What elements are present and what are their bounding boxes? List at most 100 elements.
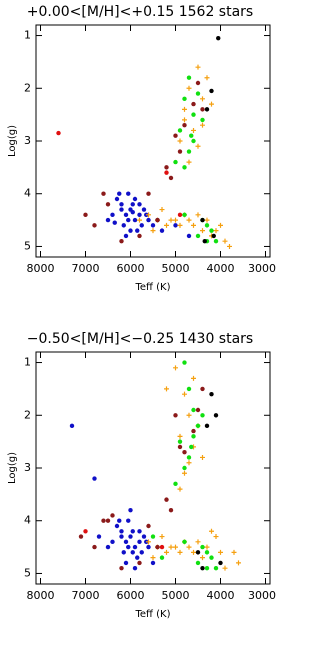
data-point bbox=[177, 549, 183, 555]
data-point bbox=[177, 444, 183, 450]
data-point bbox=[164, 165, 169, 170]
data-point bbox=[139, 550, 144, 555]
x-tick-label: 5000 bbox=[162, 589, 190, 602]
data-point bbox=[159, 228, 165, 233]
y-axis-label: Log(g) bbox=[7, 125, 18, 157]
data-point bbox=[191, 434, 196, 439]
data-point bbox=[200, 122, 205, 128]
data-point bbox=[110, 539, 115, 545]
data-point bbox=[146, 539, 151, 545]
y-axis-label: Log(g) bbox=[7, 452, 18, 484]
data-point bbox=[132, 196, 138, 202]
data-point bbox=[222, 238, 228, 244]
data-point bbox=[137, 233, 142, 239]
data-point bbox=[159, 534, 165, 540]
y-tick-label: 3 bbox=[24, 461, 31, 474]
x-tick-label: 8000 bbox=[27, 589, 55, 602]
data-point bbox=[159, 544, 165, 550]
data-point bbox=[114, 196, 120, 202]
data-point bbox=[123, 212, 129, 218]
data-point bbox=[126, 217, 131, 223]
data-point bbox=[150, 223, 156, 228]
data-point bbox=[216, 35, 221, 41]
data-point bbox=[213, 413, 219, 418]
plot-frame bbox=[35, 351, 271, 585]
data-point bbox=[195, 64, 201, 70]
data-point bbox=[168, 217, 174, 223]
data-point bbox=[92, 544, 97, 550]
data-point bbox=[137, 202, 142, 207]
data-point bbox=[186, 217, 192, 223]
data-point bbox=[128, 228, 133, 233]
data-point bbox=[213, 228, 219, 234]
data-point bbox=[168, 507, 174, 513]
data-point bbox=[56, 130, 61, 136]
data-point bbox=[150, 560, 156, 566]
data-point bbox=[177, 149, 183, 154]
data-point bbox=[209, 88, 214, 94]
data-point bbox=[200, 107, 205, 112]
data-point bbox=[200, 117, 205, 123]
data-point bbox=[209, 228, 214, 233]
x-tick-label: 5000 bbox=[162, 262, 190, 275]
x-tick-label: 6000 bbox=[117, 262, 145, 275]
data-point bbox=[105, 518, 111, 523]
data-point bbox=[119, 565, 124, 571]
data-point bbox=[189, 133, 194, 138]
data-point bbox=[114, 523, 120, 529]
data-point bbox=[204, 423, 210, 429]
data-point bbox=[135, 228, 140, 233]
chart-title: −0.50<[M/H]<−0.25 1430 stars bbox=[27, 331, 253, 347]
data-point bbox=[200, 413, 205, 418]
data-point bbox=[191, 127, 196, 133]
data-point bbox=[191, 549, 196, 555]
data-point bbox=[177, 433, 183, 439]
data-point bbox=[186, 233, 192, 239]
data-point bbox=[137, 529, 142, 534]
data-point bbox=[141, 534, 147, 539]
data-point bbox=[119, 534, 124, 539]
data-point bbox=[112, 220, 117, 225]
data-point bbox=[78, 534, 84, 539]
data-point bbox=[117, 518, 122, 523]
data-point bbox=[191, 222, 196, 228]
x-tick-label: 4000 bbox=[207, 589, 235, 602]
data-point bbox=[191, 428, 196, 434]
data-point bbox=[159, 555, 165, 560]
data-point bbox=[146, 191, 151, 196]
data-point bbox=[101, 518, 106, 523]
data-point bbox=[186, 149, 192, 154]
data-point bbox=[177, 439, 183, 444]
data-point bbox=[173, 159, 178, 165]
data-point bbox=[150, 534, 156, 539]
data-point bbox=[69, 423, 75, 429]
y-tick-label: 5 bbox=[24, 566, 31, 579]
data-point bbox=[191, 138, 196, 144]
data-point bbox=[177, 212, 183, 218]
data-point bbox=[195, 212, 201, 218]
data-point bbox=[202, 238, 207, 244]
data-point bbox=[137, 212, 142, 218]
data-point bbox=[186, 455, 192, 460]
data-point bbox=[168, 544, 174, 550]
data-point bbox=[200, 386, 205, 392]
data-point bbox=[204, 217, 210, 223]
data-point bbox=[204, 565, 210, 571]
data-point bbox=[209, 528, 214, 534]
y-tick-label: 4 bbox=[24, 514, 31, 527]
data-point bbox=[209, 555, 214, 560]
data-point bbox=[182, 212, 187, 218]
data-point bbox=[121, 223, 126, 228]
data-point bbox=[83, 529, 88, 534]
data-point bbox=[130, 550, 135, 555]
data-point bbox=[195, 423, 201, 429]
data-point bbox=[132, 217, 138, 223]
data-point bbox=[186, 544, 192, 550]
chart-title: +0.00<[M/H]<+0.15 1562 stars bbox=[27, 4, 253, 20]
data-point bbox=[96, 534, 102, 539]
data-point bbox=[150, 228, 156, 234]
x-axis-label: Teff (K) bbox=[135, 282, 171, 293]
data-point bbox=[204, 223, 210, 228]
data-point bbox=[231, 549, 237, 555]
data-point bbox=[130, 202, 135, 207]
